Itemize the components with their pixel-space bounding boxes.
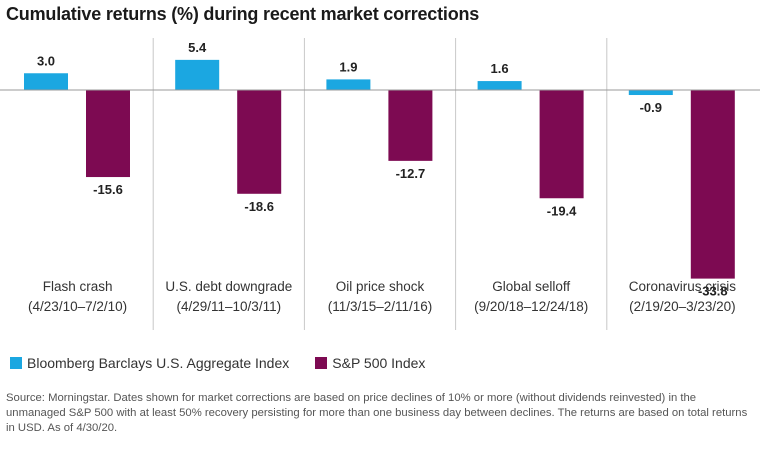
bar-bond-index-1 (175, 59, 220, 90)
legend-swatch-sp500 (315, 357, 328, 369)
category-label: Flash crash (43, 279, 113, 294)
category-date-range: (4/23/10–7/2/10) (28, 299, 127, 314)
data-label: 1.9 (339, 59, 357, 74)
category-label: Global selloff (492, 279, 570, 294)
data-label: -0.9 (640, 100, 662, 115)
category-label: Oil price shock (336, 279, 425, 294)
bar-bond-index-4 (628, 90, 673, 96)
bar-sp500-2 (388, 90, 433, 161)
data-label: 5.4 (188, 40, 207, 55)
category-date-range: (9/20/18–12/24/18) (474, 299, 588, 314)
legend-label-sp500: S&P 500 Index (332, 355, 426, 371)
source-footnote: Source: Morningstar. Dates shown for mar… (6, 392, 748, 434)
bar-bond-index-2 (326, 79, 371, 90)
legend-label-bond-index: Bloomberg Barclays U.S. Aggregate Index (27, 355, 290, 371)
data-label: 1.6 (491, 61, 509, 76)
legend-item-bond-index: Bloomberg Barclays U.S. Aggregate Index (10, 355, 289, 371)
data-label: -33.8 (698, 284, 728, 299)
bar-bond-index-0 (24, 73, 68, 90)
bar-sp500-3 (539, 90, 584, 199)
category-label: Coronavirus crisis (629, 279, 737, 294)
data-label: -19.4 (547, 203, 577, 218)
category-date-range: (11/3/15–2/11/16) (328, 299, 433, 314)
data-label: -18.6 (244, 199, 274, 214)
legend-swatch-bond-index (10, 357, 22, 369)
chart-title: Cumulative returns (%) during recent mar… (6, 4, 480, 24)
data-label: 3.0 (37, 53, 55, 68)
legend-item-sp500: S&P 500 Index (315, 355, 425, 371)
data-label: -15.6 (93, 182, 123, 197)
plot-area: 3.0 5.4 1.9 1.6 -0.9 -15.6 -18.6 -12.7 -19.4 -33.… (0, 38, 760, 330)
bar-sp500-4 (690, 90, 735, 279)
bar-sp500-1 (237, 90, 282, 194)
category-date-range: (4/29/11–10/3/11) (177, 299, 282, 314)
legend: Bloomberg Barclays U.S. Aggregate Index … (10, 355, 451, 371)
data-label: -12.7 (396, 166, 426, 181)
category-date-range: (2/19/20–3/23/20) (629, 299, 736, 314)
category-label: U.S. debt downgrade (165, 279, 292, 294)
bar-sp500-0 (86, 90, 130, 178)
bar-bond-index-3 (477, 81, 522, 90)
